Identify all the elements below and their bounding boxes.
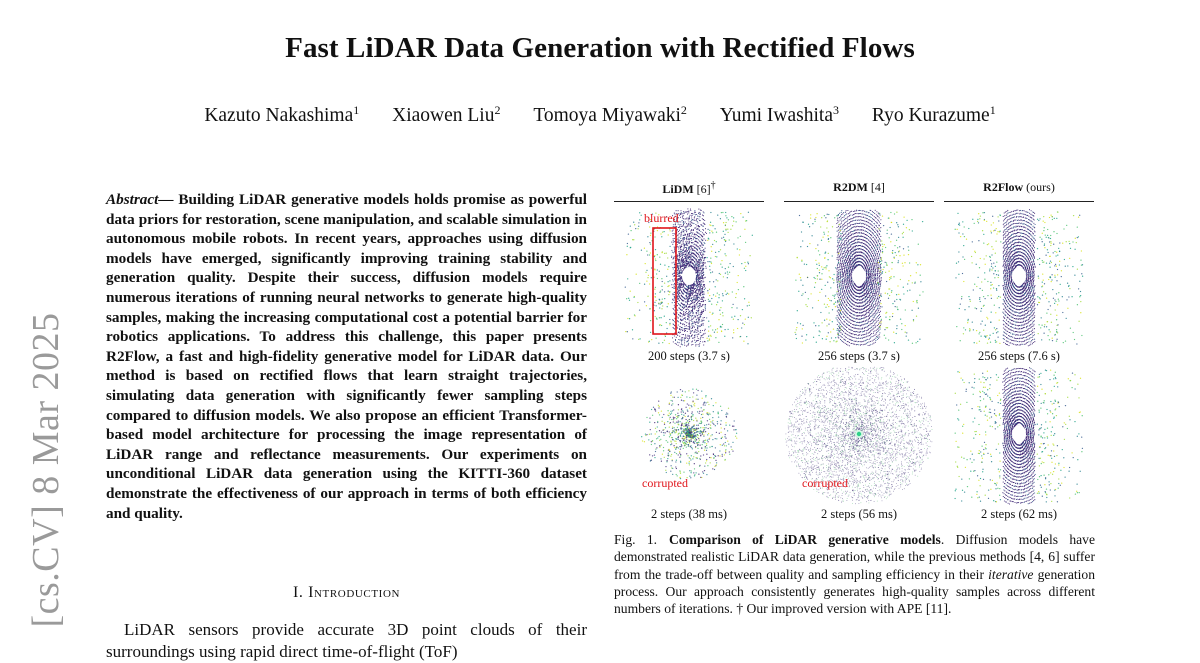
column-header-r2dm: R2DM [4]: [833, 180, 885, 194]
steps-label: 256 steps (7.6 s): [978, 349, 1060, 363]
column-rule: [784, 201, 934, 203]
caption-text: . Diffusion models have demonstrated rea…: [614, 532, 1095, 582]
blurred-region-box: [652, 227, 677, 335]
abstract: Abstract— Building LiDAR generative mode…: [106, 190, 587, 523]
steps-label: 2 steps (56 ms): [820, 507, 898, 521]
author: Kazuto Nakashima1: [204, 103, 360, 126]
column-rule: [614, 201, 764, 203]
abstract-lead: Abstract—: [106, 191, 174, 208]
lidar-sample-r2dm-2steps: corrupted: [784, 366, 934, 506]
caption-italic: iterative: [988, 566, 1034, 582]
caption-bold: Comparison of LiDAR generative models: [669, 532, 941, 547]
abstract-text: Building LiDAR generative models holds p…: [106, 191, 587, 522]
annotation-label: corrupted: [802, 476, 848, 490]
figure-caption: Fig. 1. Comparison of LiDAR generative mo…: [614, 531, 1095, 617]
paper-title: Fast LiDAR Data Generation with Rectifie…: [285, 32, 915, 64]
author: Ryo Kurazume1: [871, 103, 996, 126]
intro-paragraph: LiDAR sensors provide accurate 3D point …: [106, 620, 587, 661]
steps-label: 200 steps (3.7 s): [648, 349, 730, 363]
column-rule: [944, 201, 1094, 203]
author: Tomoya Miyawaki2: [533, 103, 687, 126]
caption-text: generation process. Our approach consist…: [614, 566, 1095, 617]
arxiv-stamp: [cs.CV] 8 Mar 2025: [25, 312, 67, 628]
lidar-sample-lidm-200steps: blurred: [614, 208, 764, 348]
lidar-sample-r2flow-2steps: [944, 366, 1094, 506]
lidar-sample-lidm-2steps: corrupted: [614, 366, 764, 506]
author: Yumi Iwashita3: [719, 103, 839, 126]
figure-label: Fig. 1.: [614, 532, 658, 547]
steps-label: 2 steps (62 ms): [980, 507, 1058, 521]
lidar-sample-r2flow-256steps: [944, 208, 1094, 348]
column-header-lidm: LiDM [6]†: [662, 180, 716, 196]
author: Xiaowen Liu2: [392, 103, 501, 126]
figure-1: LiDM [6]† R2DM [4] R2Flow (ours) blurred…: [614, 180, 1098, 525]
steps-label: 256 steps (3.7 s): [818, 349, 900, 363]
column-header-r2flow: R2Flow (ours): [983, 180, 1055, 194]
annotation-label: corrupted: [642, 476, 688, 490]
section-heading: I. Introduction: [292, 584, 401, 601]
steps-label: 2 steps (38 ms): [650, 507, 728, 521]
lidar-sample-r2dm-256steps: [784, 208, 934, 348]
annotation-label: blurred: [644, 211, 679, 225]
author-list: Kazuto Nakashima1 Xiaowen Liu2 Tomoya Mi…: [0, 103, 1200, 127]
